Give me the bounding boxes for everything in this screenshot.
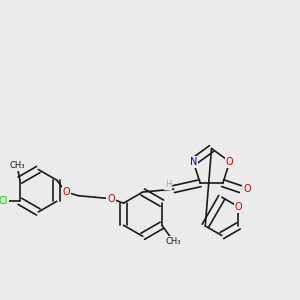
Text: H: H	[165, 180, 172, 189]
Text: O: O	[243, 184, 251, 194]
Text: O: O	[235, 202, 242, 212]
Text: N: N	[190, 157, 197, 167]
Text: Cl: Cl	[0, 196, 8, 206]
Text: O: O	[226, 157, 234, 167]
Text: O: O	[107, 194, 115, 204]
Text: CH₃: CH₃	[9, 161, 25, 170]
Text: CH₃: CH₃	[166, 237, 182, 246]
Text: O: O	[62, 187, 70, 197]
